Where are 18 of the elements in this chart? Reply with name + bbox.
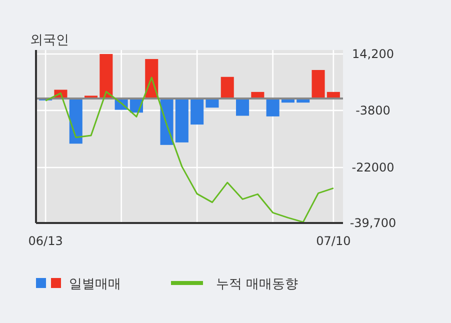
legend-label: 누적 매매동향: [216, 277, 298, 292]
chart-title: 외국인: [30, 33, 69, 48]
bar: [220, 76, 234, 99]
y-tick-label: -22000: [352, 160, 394, 175]
line-series: [44, 76, 334, 223]
bar: [69, 98, 82, 144]
bar: [100, 54, 113, 99]
bar: [266, 98, 280, 116]
y-tick-label: 14,200: [352, 47, 394, 61]
bar: [175, 98, 188, 142]
x-tick-label: 07/10: [316, 234, 351, 248]
bar: [236, 98, 250, 116]
y-tick-label: -39,700: [350, 216, 396, 230]
bar: [312, 70, 325, 99]
bar: [190, 98, 204, 125]
x-tick-label: 06/13: [28, 234, 63, 248]
legend-label: 일별매매: [69, 277, 121, 292]
y-tick-label: -3800: [356, 103, 390, 118]
